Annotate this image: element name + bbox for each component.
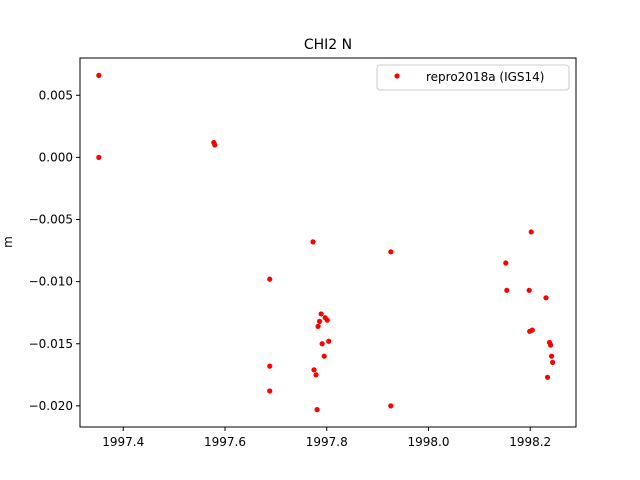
data-point [526,287,532,293]
x-tick-label: 1997.6 [204,435,246,449]
data-points [96,72,556,413]
x-tick-label: 1998.0 [407,435,449,449]
legend-box [376,64,570,91]
x-axis: 1997.4 1997.6 1997.8 1998.0 1998.2 [102,427,551,449]
data-point [549,359,556,365]
data-point [315,323,321,329]
axes-frame [79,57,577,428]
data-point [529,327,535,333]
y-axis-label: m [1,236,15,248]
data-point [324,317,330,323]
data-point [388,249,394,255]
legend-marker [394,73,400,79]
data-point [314,407,320,413]
data-point [267,276,273,282]
data-point [326,338,332,344]
y-tick-label: −0.010 [29,275,73,289]
data-point [212,142,218,148]
y-tick-label: −0.015 [29,337,73,351]
data-point [528,229,534,235]
legend-label: repro2018a (IGS14) [426,70,544,84]
y-tick-label: −0.005 [29,213,73,227]
data-point [267,363,273,369]
legend: repro2018a (IGS14) [376,64,570,91]
data-point [321,353,327,359]
x-tick-label: 1998.2 [509,435,551,449]
data-point [547,342,554,348]
data-point [318,311,324,317]
x-tick-label: 1997.4 [102,435,144,449]
data-point [267,388,273,394]
y-tick-label: 0.005 [39,88,73,102]
plot-area [79,57,577,428]
data-point [310,239,316,245]
data-point [96,72,102,78]
y-tick-label: −0.020 [29,399,73,413]
data-point [311,367,317,373]
chart-title: CHI2 N [304,37,352,53]
data-point [504,287,510,293]
y-tick-label: 0.000 [39,150,73,164]
x-tick-label: 1997.8 [306,435,348,449]
data-point [548,353,555,359]
data-point [319,341,325,347]
data-point [544,374,551,380]
data-point [543,295,549,301]
data-point [317,318,323,324]
y-axis: 0.005 0.000 −0.005 −0.010 −0.015 −0.020 [29,88,80,413]
data-point [313,372,319,378]
data-point [388,403,394,409]
data-point [503,260,509,266]
data-point [96,154,102,160]
